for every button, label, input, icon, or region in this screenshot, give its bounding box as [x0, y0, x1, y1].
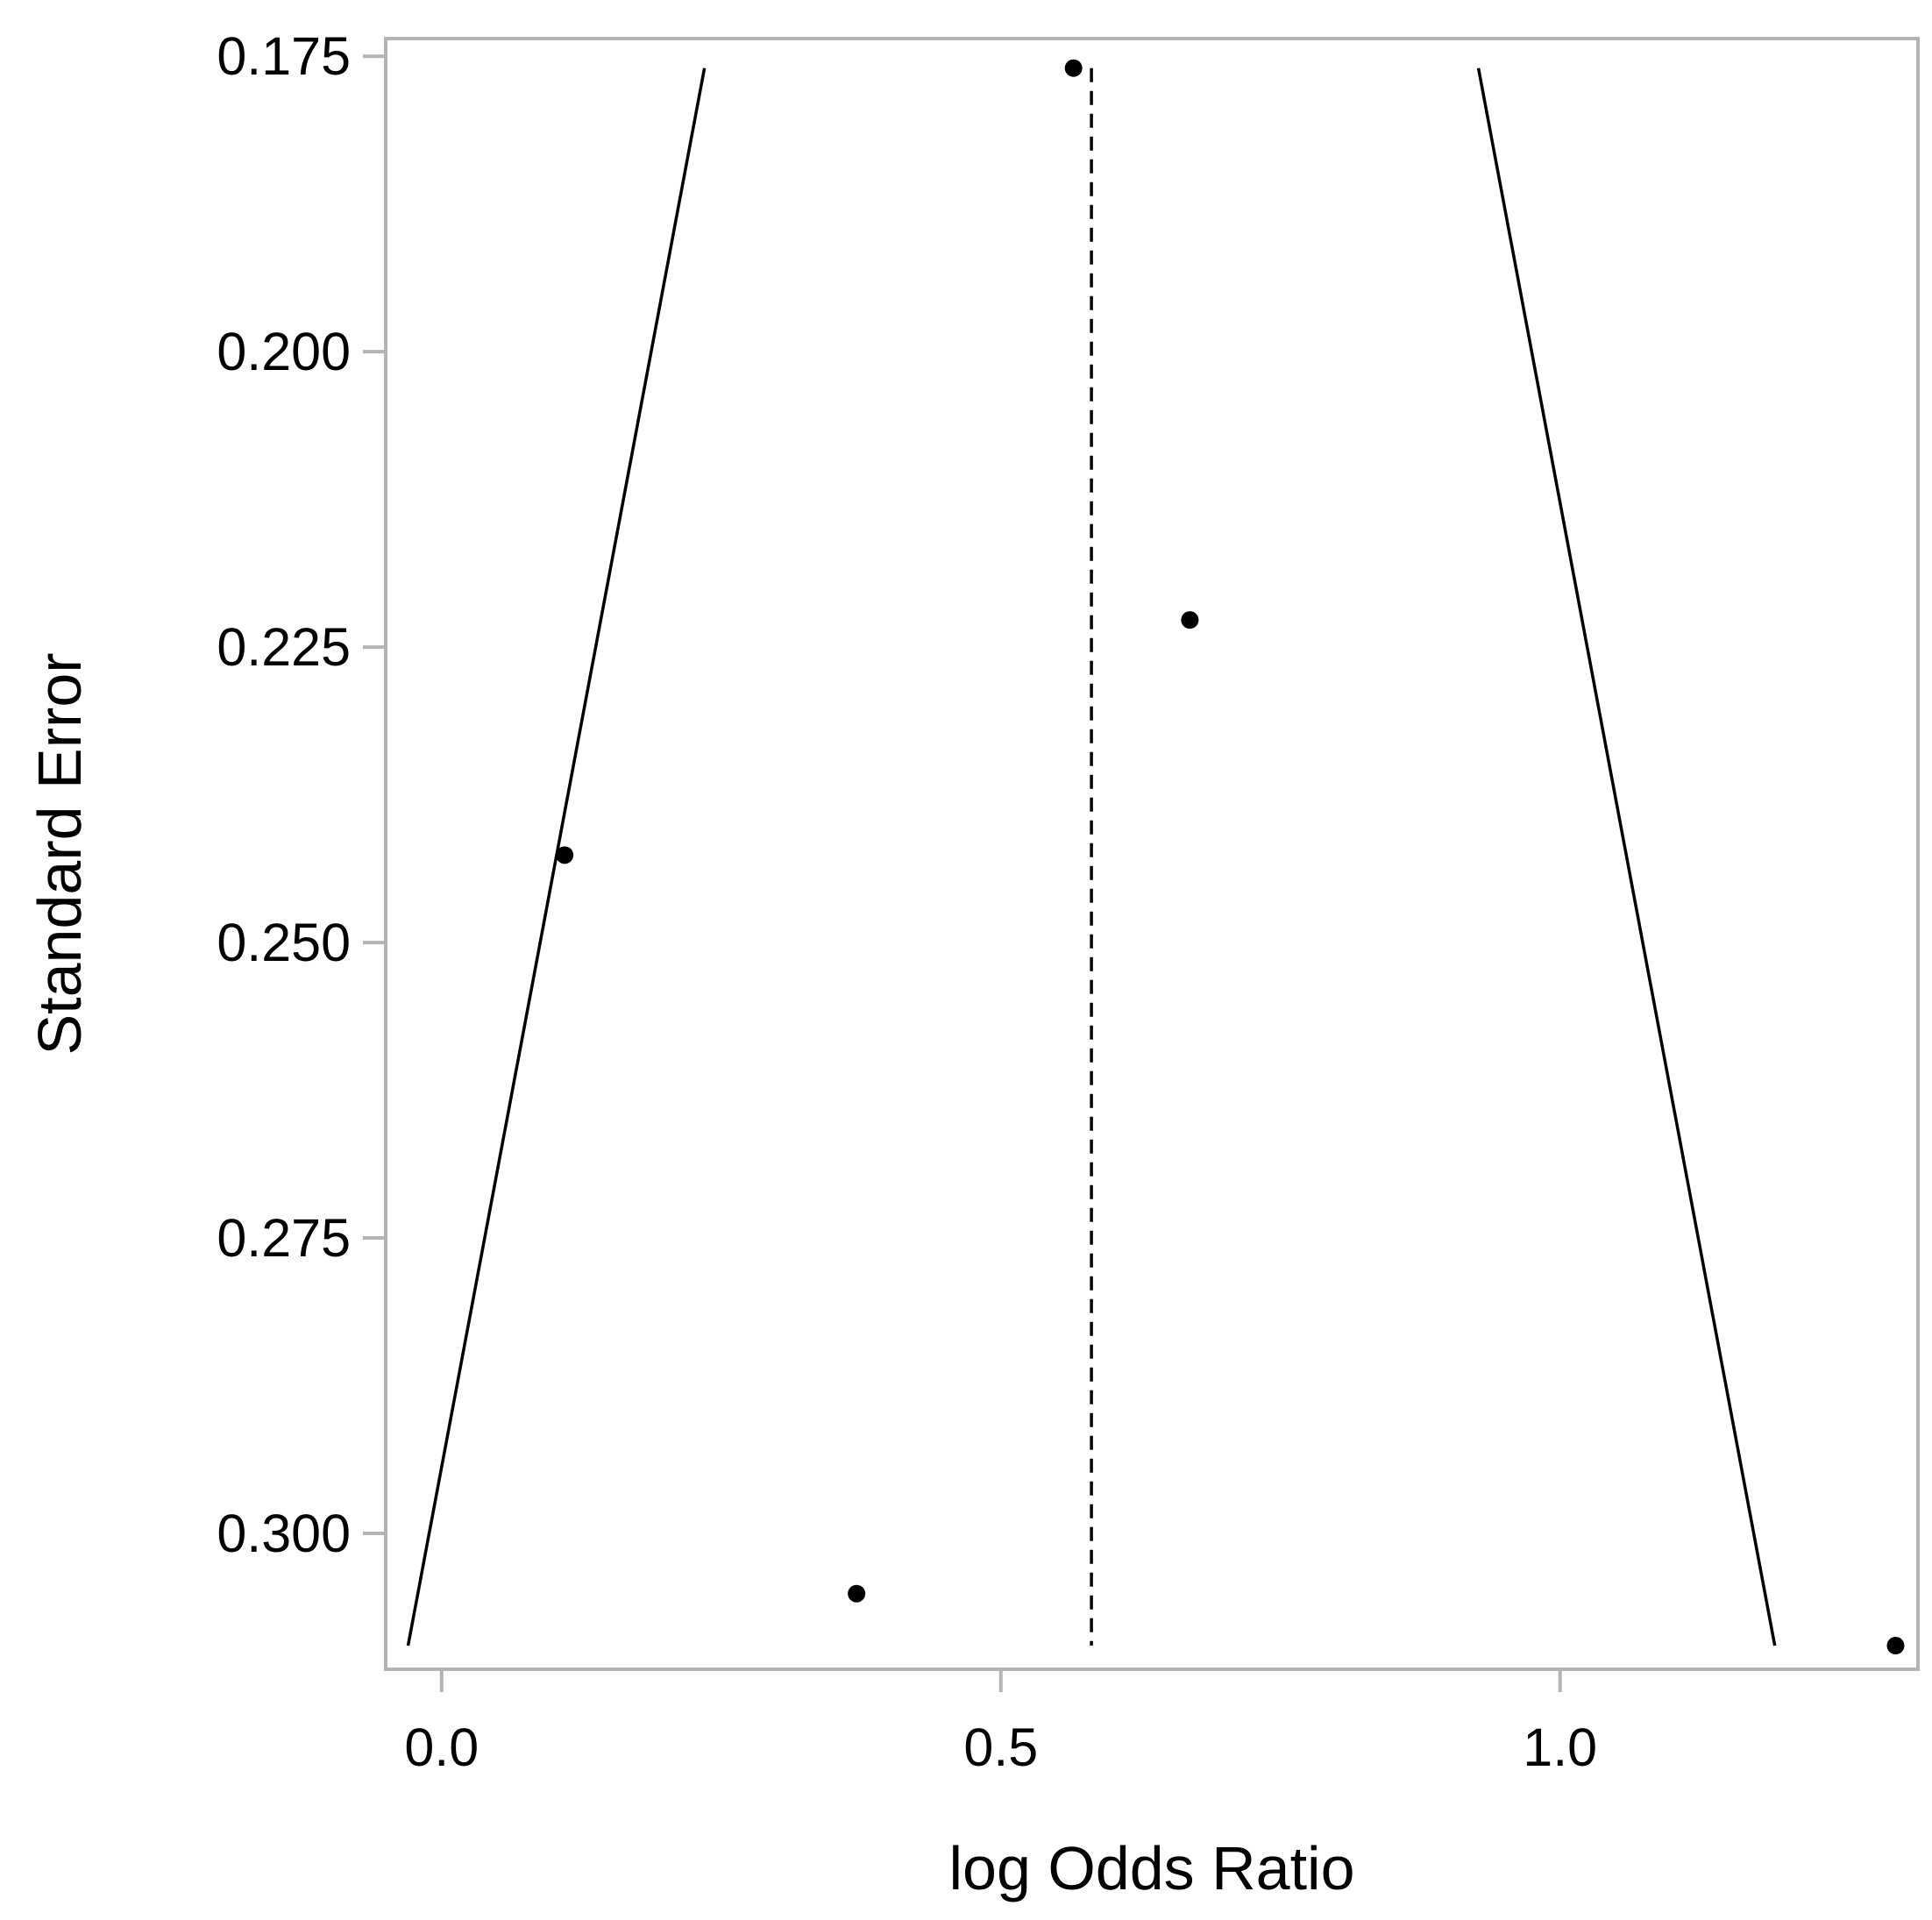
- y-axis: 0.175 0.200 0.225 0.250 0.275 0.300: [217, 26, 386, 1563]
- y-tick-label: 0.200: [217, 322, 351, 381]
- funnel-limits: [406, 68, 1777, 1646]
- y-axis-title: Standard Error: [25, 652, 94, 1055]
- data-points: [556, 59, 1905, 1655]
- y-tick-label: 0.250: [217, 913, 351, 972]
- y-tick-label: 0.275: [217, 1208, 351, 1268]
- y-tick-label: 0.175: [217, 26, 351, 86]
- y-tick-label: 0.300: [217, 1504, 351, 1563]
- data-point: [1064, 59, 1083, 77]
- data-point: [556, 846, 574, 864]
- plot-frame: [384, 37, 1920, 1671]
- data-point: [1181, 611, 1199, 629]
- x-axis: 0.0 0.5 1.0: [404, 1669, 1597, 1777]
- y-tick-label: 0.225: [217, 617, 351, 677]
- data-point: [848, 1584, 866, 1603]
- data-point: [1886, 1637, 1905, 1655]
- x-tick-label: 0.5: [963, 1717, 1038, 1777]
- x-tick-label: 0.0: [404, 1717, 479, 1777]
- x-axis-title: log Odds Ratio: [948, 1834, 1354, 1902]
- x-tick-label: 1.0: [1523, 1717, 1597, 1777]
- funnel-right-limit: [1476, 68, 1777, 1646]
